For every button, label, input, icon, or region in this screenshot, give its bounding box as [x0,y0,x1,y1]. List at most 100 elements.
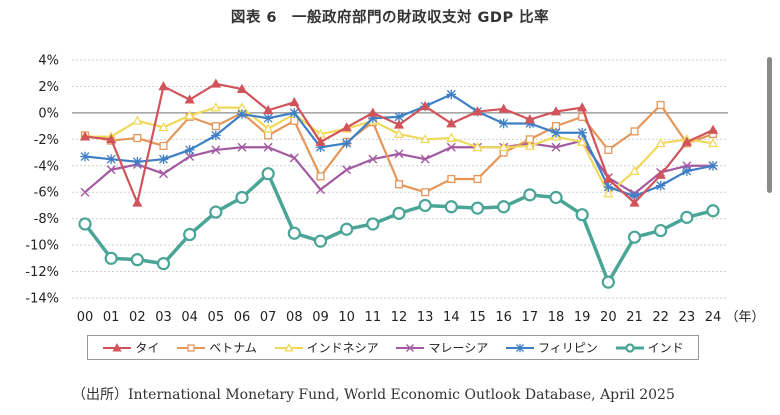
x-tick-label: 13 [417,310,434,325]
data-point [707,124,719,134]
x-tick-label: 15 [469,310,486,325]
data-point [549,190,563,205]
x-axis-unit-label: （年） [725,310,764,325]
legend-label: マレーシア [428,341,489,355]
data-point [236,83,248,93]
legend-item: インド [615,339,684,356]
data-point [577,127,587,138]
data-point [420,100,431,111]
data-point [551,142,561,152]
data-point [366,217,380,231]
legend-swatch-icon [396,343,425,352]
vertical-scrollbar[interactable] [767,57,772,193]
data-point [393,119,405,129]
series-lines [78,78,720,289]
x-tick-label: 11 [365,310,382,325]
data-point [708,160,718,171]
legend-label: インドネシア [306,341,379,355]
x-tick-label: 06 [234,310,251,325]
data-point [263,142,273,152]
x-tick-label: 10 [338,310,355,325]
data-point [550,106,562,116]
data-point [393,128,405,138]
x-tick-label: 07 [260,310,277,325]
data-point [367,107,378,117]
chart-title: 図表 6 一般政府部門の財政収支対 GDP 比率 [230,10,550,26]
data-point [655,180,666,191]
data-point [183,227,197,242]
data-point [394,112,404,122]
data-point [498,141,509,152]
data-point [316,185,325,195]
legend-swatch-icon [177,343,206,352]
data-point [418,198,432,213]
grid-lines [72,59,728,299]
x-axis-ticks: 00 01 02 03 04 05 06 07 08 09 10 11 12 13 14 15 16 17 18 19… [77,310,765,325]
y-tick-label: -2% [34,133,59,148]
data-point [603,173,614,183]
data-point [629,165,640,175]
x-tick-label: 14 [443,310,460,325]
data-point [446,118,457,128]
data-point [156,257,171,271]
data-point [133,133,142,143]
data-point [184,145,195,155]
data-point [627,230,642,244]
data-point [420,154,430,164]
x-tick-label: 23 [679,310,696,325]
data-point [446,142,456,152]
legend-swatch-icon [274,342,303,351]
data-point [263,113,273,123]
data-point [158,122,169,132]
data-point [132,115,143,125]
legend-label: ベトナム [209,341,257,355]
data-point [523,188,537,202]
data-point [159,141,168,150]
data-point [473,174,482,184]
x-tick-label: 00 [77,310,94,325]
data-point [577,102,588,112]
data-point [80,151,90,162]
data-point [289,153,299,163]
y-tick-label: 2% [38,80,59,95]
data-point [629,197,640,207]
data-point [211,130,221,141]
data-point [394,180,404,189]
data-point [342,165,352,175]
data-point [158,154,169,164]
data-point [472,106,483,116]
data-point [106,165,116,175]
x-tick-label: 04 [181,310,198,325]
data-point [315,136,326,146]
x-tick-label: 16 [495,310,512,325]
legend-item: フィリピン [505,339,598,356]
y-tick-label: -12% [25,265,59,280]
data-point [209,205,223,219]
data-point [130,253,144,267]
data-point [421,188,430,197]
data-point [446,132,457,142]
data-point [603,188,614,198]
data-point [184,110,195,120]
data-point [263,104,274,115]
y-axis-ticks: 4% 2% 0% -2% -4% -6% -8% -10% -12% -14% [25,54,59,307]
data-point [341,122,352,132]
x-tick-label: 01 [103,310,120,325]
data-point [706,204,720,218]
data-point [603,182,614,192]
data-point [235,190,249,205]
data-point [682,166,692,176]
data-point [654,223,668,238]
data-point [472,141,483,152]
y-tick-label: -6% [34,186,59,201]
data-point [210,78,221,88]
legend-item: タイ [102,339,159,356]
legend-swatch-icon [103,342,132,351]
legend-swatch-icon [615,342,644,353]
legend-label: タイ [135,341,160,355]
data-point [497,200,511,214]
data-point [655,137,666,148]
data-point [106,133,117,144]
data-point [394,149,404,159]
x-tick-label: 08 [286,310,303,325]
